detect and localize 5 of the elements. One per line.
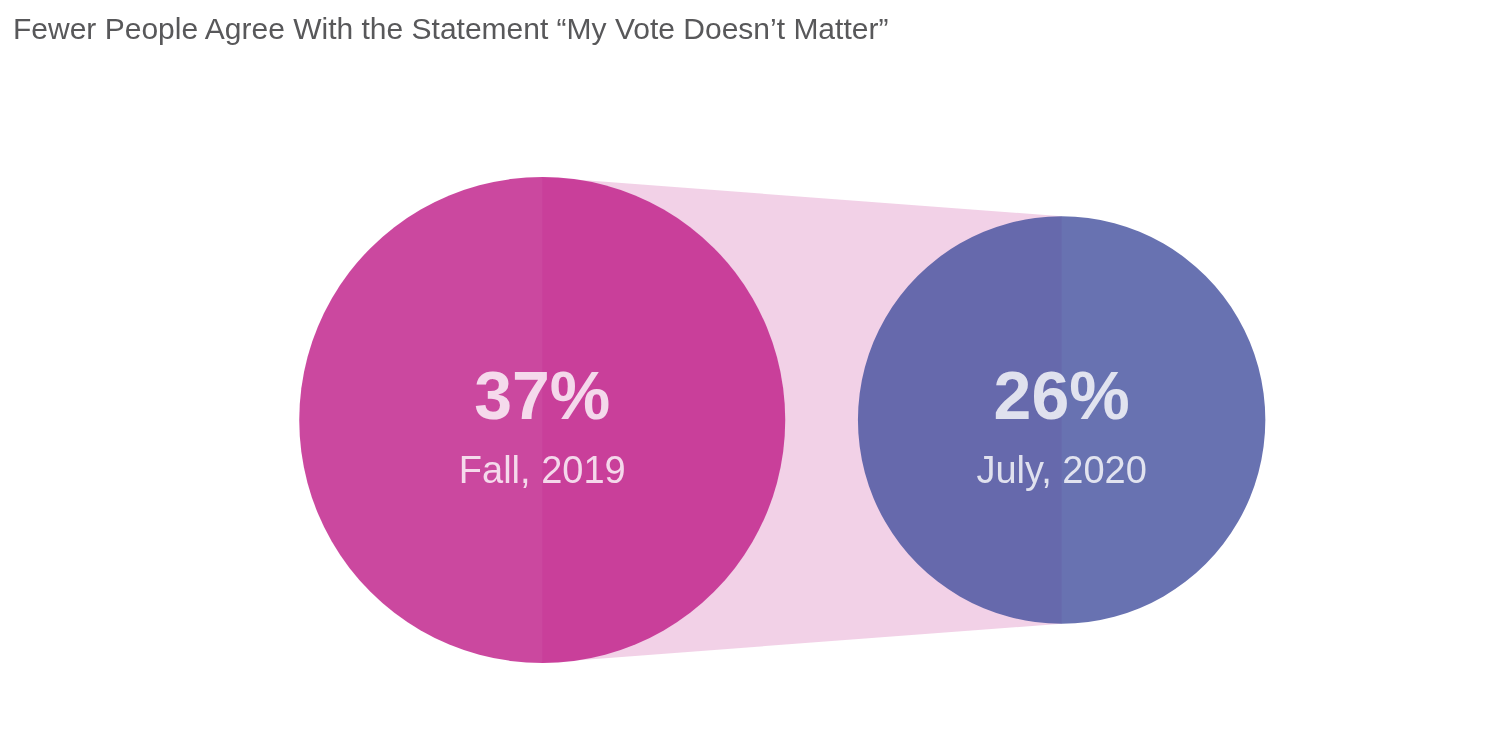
data-label: 37% bbox=[474, 357, 611, 433]
data-label: 26% bbox=[993, 357, 1130, 433]
text: Fewer People Agree With the Statement “My Vote Doesn’t Matter” bbox=[13, 11, 889, 45]
category-label: July, 2020 bbox=[976, 449, 1147, 491]
category-label: Fall, 2019 bbox=[458, 449, 626, 491]
